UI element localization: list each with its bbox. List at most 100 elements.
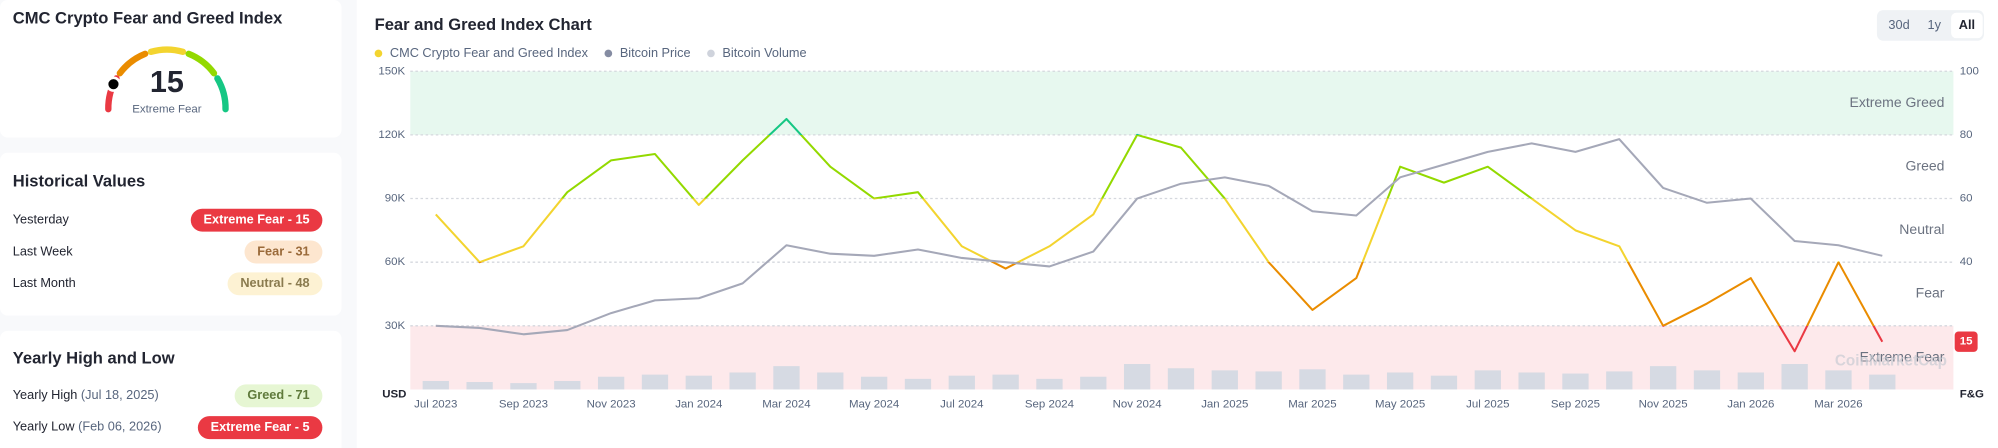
row-label: Yearly High (Jul 18, 2025)	[13, 387, 159, 402]
volume-bar	[1737, 372, 1764, 390]
volume-bar	[729, 372, 756, 390]
volume-bar	[1781, 364, 1808, 390]
volume-bar	[1562, 373, 1589, 390]
legend-dot	[374, 49, 383, 58]
volume-bar	[1123, 364, 1151, 390]
index-line	[435, 117, 1884, 353]
volume-bar	[817, 372, 844, 390]
x-tick-label: Nov 2025	[1639, 399, 1688, 411]
range-button[interactable]	[1951, 12, 1983, 39]
yearly-title: Yearly High and Low	[13, 348, 175, 367]
y2-tick-label: 60	[1960, 193, 1973, 205]
x-tick-label: Jan 2025	[1201, 399, 1248, 411]
row-date: (Jul 18, 2025)	[81, 387, 159, 402]
row-label-main: Yearly High	[13, 387, 78, 402]
volume-bar	[641, 374, 669, 390]
current-badge-text: 15	[1960, 336, 1973, 348]
volume-bar	[1386, 372, 1414, 390]
badge	[227, 272, 323, 296]
x-tick-label: Jul 2023	[414, 399, 457, 411]
legend-label: Bitcoin Volume	[722, 45, 806, 60]
volume-bar	[554, 380, 581, 390]
y2-axis-label: F&G	[1960, 389, 1984, 401]
zone-label: Fear	[1916, 285, 1945, 301]
price-line	[435, 138, 1883, 336]
row-label: Yesterday	[13, 212, 70, 227]
y-axis-label: USD	[382, 389, 406, 401]
badge	[197, 416, 323, 440]
row-label: Last Week	[13, 243, 74, 258]
range-button-label[interactable]: All	[1959, 17, 1975, 32]
x-tick-label: Mar 2026	[1814, 399, 1862, 411]
row-label: Yearly Low (Feb 06, 2026)	[13, 419, 162, 434]
legend-dot	[707, 49, 715, 58]
range-button-label[interactable]: 1y	[1928, 17, 1942, 32]
volume-bar	[1430, 375, 1458, 390]
index-title: CMC Crypto Fear and Greed Index	[13, 8, 283, 27]
y-tick-label: 30K	[385, 320, 406, 332]
gauge-needle	[105, 76, 122, 92]
gauge-segment	[147, 46, 187, 56]
volume-bar	[1606, 371, 1633, 390]
gauge-segment	[116, 50, 149, 77]
volume-bar	[992, 374, 1019, 390]
x-tick-label: Nov 2024	[1113, 399, 1163, 411]
legend-label: CMC Crypto Fear and Greed Index	[390, 45, 589, 60]
volume-bar	[1299, 369, 1326, 390]
volume-bar	[597, 376, 625, 390]
volume-bar	[948, 375, 975, 390]
volume-bar	[1167, 368, 1195, 390]
x-tick-label: Jan 2026	[1727, 399, 1774, 411]
gauge-segment	[214, 75, 229, 113]
volume-bar	[466, 382, 493, 390]
volume-bar	[1869, 374, 1896, 390]
range-button-label[interactable]: 30d	[1888, 17, 1909, 32]
zone-label: Extreme Fear	[1860, 348, 1945, 364]
volume-bar	[422, 380, 449, 390]
legend-dot	[604, 49, 613, 58]
badge	[234, 384, 323, 408]
volume-bar	[904, 378, 932, 390]
y-tick-label: 90K	[385, 193, 406, 205]
zone-label: Extreme Greed	[1849, 94, 1944, 110]
y-tick-label: 120K	[378, 129, 405, 141]
x-tick-label: Jul 2024	[940, 399, 984, 411]
volume-bar	[1825, 370, 1852, 390]
zone-band	[410, 71, 1954, 135]
historical-title: Historical Values	[13, 171, 146, 190]
index-value: 15	[150, 65, 184, 99]
volume-bar	[1474, 370, 1501, 390]
x-tick-label: Sep 2024	[1025, 399, 1075, 411]
y-tick-label: 150K	[378, 65, 405, 77]
chart-title: Fear and Greed Index Chart	[375, 15, 593, 34]
volume-bar	[1211, 370, 1238, 390]
x-tick-label: Sep 2025	[1551, 399, 1600, 411]
volume-bar	[1343, 374, 1370, 390]
badge	[244, 240, 323, 264]
volume-bar	[685, 375, 712, 390]
watermark: CoinMarketCap	[1835, 352, 1947, 369]
volume-bar	[1255, 371, 1282, 390]
badge-text: Fear - 31	[257, 243, 309, 258]
zone-label: Greed	[1906, 157, 1945, 173]
x-tick-label: Jul 2025	[1466, 399, 1509, 411]
x-tick-label: Sep 2023	[499, 399, 548, 411]
x-tick-label: Jan 2024	[675, 399, 723, 411]
volume-bar	[860, 376, 888, 390]
current-badge	[1954, 331, 1978, 352]
row-label-main: Yearly Low	[13, 419, 76, 434]
zone-label: Neutral	[1899, 221, 1944, 237]
badge-text: Extreme Fear - 5	[211, 419, 310, 434]
row-date: (Feb 06, 2026)	[78, 419, 161, 434]
gauge-segment	[185, 50, 218, 77]
volume-bar	[1080, 376, 1107, 390]
y2-tick-label: 40	[1960, 256, 1973, 268]
volume-bar	[773, 366, 800, 390]
x-tick-label: May 2025	[1375, 399, 1425, 411]
legend-label: Bitcoin Price	[620, 45, 691, 60]
y2-tick-label: 100	[1960, 65, 1979, 77]
volume-bar	[510, 383, 537, 390]
x-tick-label: Mar 2024	[762, 399, 811, 411]
